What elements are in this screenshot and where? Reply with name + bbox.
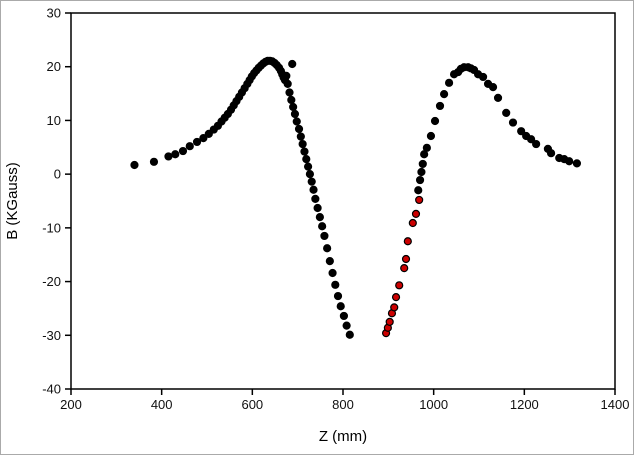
data-point bbox=[426, 131, 436, 141]
y-tick-label: 10 bbox=[47, 113, 61, 128]
data-point bbox=[390, 303, 399, 312]
data-point bbox=[171, 150, 180, 159]
y-tick-label: -40 bbox=[42, 382, 61, 397]
data-point bbox=[311, 194, 320, 203]
data-point bbox=[285, 88, 294, 97]
data-point bbox=[444, 78, 454, 87]
data-point bbox=[296, 132, 305, 141]
data-point bbox=[400, 264, 409, 273]
data-point bbox=[418, 159, 427, 169]
highlighted-segment-red-series bbox=[381, 195, 424, 338]
data-point bbox=[164, 152, 173, 161]
data-point bbox=[289, 102, 298, 112]
data-point bbox=[395, 281, 404, 290]
data-point bbox=[415, 175, 425, 185]
x-axis-title: Z (mm) bbox=[319, 428, 367, 445]
data-point bbox=[315, 213, 324, 222]
data-point bbox=[149, 157, 159, 166]
data-point bbox=[345, 330, 354, 339]
data-point bbox=[336, 302, 345, 311]
data-point bbox=[185, 142, 194, 151]
x-tick-label: 1000 bbox=[419, 397, 448, 412]
data-point bbox=[422, 143, 431, 152]
data-point bbox=[414, 186, 423, 195]
data-point bbox=[307, 177, 316, 186]
data-point bbox=[502, 108, 511, 118]
data-point bbox=[546, 149, 556, 158]
axis-ticks: 200 400 600 800 1000 1200 1400 30 20 10 0 -10 -20 -30… bbox=[42, 6, 629, 413]
data-point bbox=[292, 117, 301, 126]
data-point bbox=[302, 155, 311, 164]
x-tick-label: 200 bbox=[60, 397, 82, 412]
data-point bbox=[178, 146, 188, 156]
y-tick-label: 0 bbox=[54, 167, 61, 182]
data-point bbox=[192, 137, 202, 147]
plot-border bbox=[70, 12, 616, 390]
data-point bbox=[430, 116, 440, 126]
data-point bbox=[385, 317, 394, 326]
data-point bbox=[435, 101, 445, 111]
y-tick-label: 30 bbox=[47, 6, 61, 21]
data-point bbox=[290, 109, 300, 119]
data-point bbox=[199, 134, 208, 143]
data-point bbox=[517, 127, 526, 136]
x-tick-label: 1400 bbox=[601, 397, 630, 412]
data-point bbox=[282, 71, 291, 80]
data-point bbox=[298, 139, 307, 149]
data-point bbox=[391, 293, 401, 302]
data-point bbox=[508, 118, 518, 127]
data-point bbox=[403, 237, 412, 246]
data-point bbox=[331, 280, 340, 289]
data-point bbox=[288, 59, 297, 69]
data-point bbox=[300, 147, 309, 156]
data-point bbox=[478, 72, 488, 82]
plot-frame bbox=[70, 12, 616, 390]
data-point bbox=[313, 203, 322, 213]
data-point bbox=[325, 257, 334, 266]
data-point bbox=[411, 209, 421, 218]
x-tick-label: 600 bbox=[241, 397, 263, 412]
data-point bbox=[493, 93, 503, 102]
data-point bbox=[303, 162, 313, 171]
data-point bbox=[408, 218, 417, 228]
y-tick-label: -20 bbox=[42, 274, 61, 289]
data-point bbox=[318, 222, 327, 231]
data-points bbox=[130, 56, 582, 339]
data-point bbox=[305, 170, 315, 179]
y-axis-title: B (KGauss) bbox=[4, 162, 21, 240]
data-point bbox=[401, 254, 411, 264]
data-point bbox=[439, 90, 449, 99]
y-tick-label: 20 bbox=[47, 59, 61, 74]
data-point bbox=[328, 268, 337, 278]
y-tick-label: -30 bbox=[42, 328, 61, 343]
y-tick-label: -10 bbox=[42, 220, 61, 235]
data-point bbox=[323, 244, 332, 253]
field-map-black-series bbox=[130, 56, 582, 339]
data-point bbox=[532, 139, 541, 149]
data-point bbox=[565, 157, 574, 166]
data-point bbox=[339, 311, 349, 321]
x-tick-label: 400 bbox=[151, 397, 173, 412]
data-point bbox=[527, 135, 536, 144]
data-point bbox=[130, 160, 139, 170]
data-point bbox=[283, 79, 292, 89]
x-tick-label: 800 bbox=[332, 397, 354, 412]
data-point bbox=[417, 167, 426, 177]
data-point bbox=[309, 185, 318, 194]
data-point bbox=[333, 291, 343, 301]
data-point bbox=[572, 159, 582, 168]
data-point bbox=[415, 195, 424, 205]
data-point bbox=[204, 129, 213, 138]
data-point bbox=[287, 95, 296, 105]
data-point bbox=[342, 321, 351, 330]
data-point bbox=[294, 124, 304, 134]
data-point bbox=[320, 231, 329, 241]
x-tick-label: 1200 bbox=[510, 397, 539, 412]
data-point bbox=[488, 83, 498, 92]
